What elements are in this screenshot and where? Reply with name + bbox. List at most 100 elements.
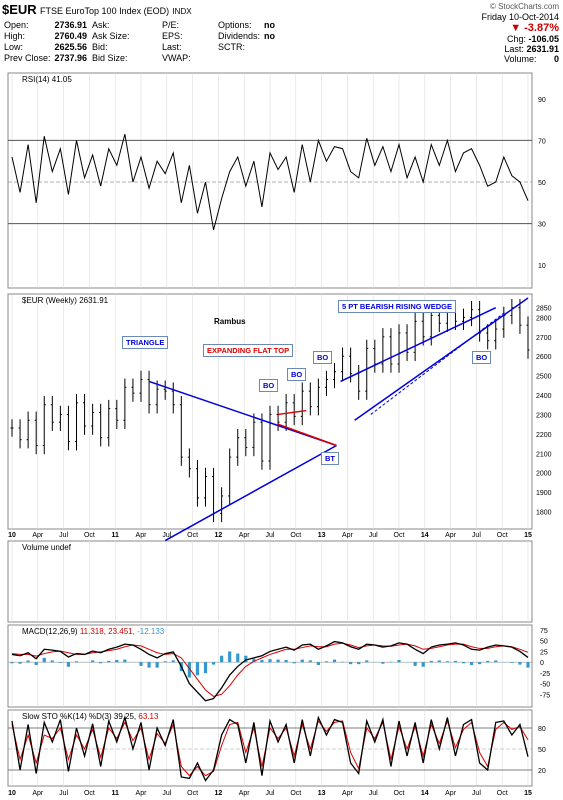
sto-title-label: Slow STO %K(14) %D(3): [22, 712, 112, 721]
flat-top-lower-line: [277, 423, 337, 447]
macd-histogram-bar: [349, 662, 353, 665]
y-tick-label: 2000: [536, 471, 552, 478]
annotation-bo-1: BO: [259, 379, 279, 392]
x-tick-label: Apr: [445, 790, 457, 797]
change-percent: -3.87%: [524, 22, 559, 34]
quote-row: Low: 2625.56: [2, 42, 89, 53]
x-tick-label: 12: [215, 790, 223, 797]
x-tick-label: Jul: [472, 790, 481, 797]
quote-label: Prev Close:: [4, 53, 51, 63]
x-tick-label: Jul: [472, 532, 481, 539]
quote-row: VWAP:: [160, 53, 197, 64]
quote-label: High:: [4, 31, 26, 41]
macd-histogram-bar: [155, 662, 159, 668]
macd-histogram-bar: [284, 660, 288, 663]
quote-label: Dividends:: [218, 31, 261, 41]
volume-label: Volume:: [503, 54, 537, 64]
macd-histogram-bar: [357, 662, 361, 665]
macd-histogram-bar: [486, 660, 490, 663]
y-tick-label: 2400: [536, 393, 552, 400]
wedge-upper-line: [340, 307, 497, 383]
quote-label: P/E:: [162, 20, 180, 30]
x-tick-label: Apr: [342, 790, 354, 797]
last-row: Last: 2631.91: [481, 44, 559, 54]
y-tick-label: 25: [540, 649, 548, 656]
quote-row: Bid:: [90, 42, 136, 53]
x-tick-label: Apr: [445, 532, 457, 539]
chg-label: Chg:: [506, 34, 526, 44]
x-tick-label: 10: [8, 532, 16, 539]
macd-histogram-bar: [139, 662, 143, 666]
y-tick-label: 90: [538, 97, 546, 104]
x-tick-label: 15: [524, 790, 532, 797]
y-tick-label: 2700: [536, 335, 552, 342]
quote-row: SCTR:: [216, 42, 277, 53]
quote-value: 2625.56: [54, 42, 88, 52]
x-tick-label: 11: [111, 790, 119, 797]
x-tick-label: 13: [318, 532, 326, 539]
macd-histogram-bar: [203, 662, 208, 674]
macd-histogram-bar: [316, 662, 320, 666]
quote-row: Open: 2736.91: [2, 20, 89, 31]
y-tick-label: -50: [540, 682, 550, 689]
rsi-line: [11, 134, 529, 230]
quote-label: Bid:: [92, 42, 108, 52]
quote-row: Ask:: [90, 20, 136, 31]
macd-histogram-bar: [437, 660, 441, 663]
x-tick-label: Jul: [162, 790, 171, 797]
quote-value: [262, 42, 277, 53]
macd-histogram-bar: [478, 662, 482, 665]
x-tick-label: Jul: [266, 532, 275, 539]
macd-histogram-bar: [26, 660, 30, 663]
macd-histogram-bar: [50, 660, 54, 663]
down-arrow-icon: ▼: [510, 22, 522, 34]
price-title: $EUR (Weekly) 2631.91: [22, 296, 109, 305]
y-tick-label: 2600: [536, 354, 552, 361]
quote-label: Ask Size:: [92, 31, 130, 41]
x-tick-label: Oct: [394, 790, 405, 797]
quote-label: Ask:: [92, 20, 110, 30]
y-tick-label: 50: [538, 747, 546, 754]
x-tick-label: Oct: [84, 532, 95, 539]
quote-table-mid: Ask: Ask Size: Bid: Bid Size:: [90, 20, 136, 64]
quote-value: [193, 20, 197, 31]
quote-value: [132, 42, 136, 53]
macd-histogram-bar: [220, 655, 224, 663]
macd-histogram-bar: [389, 661, 393, 663]
sto-title-value2: 63.13: [138, 712, 159, 721]
last-value: 2631.91: [526, 44, 559, 54]
macd-histogram-bar: [228, 651, 232, 663]
quote-table-right: Options: no Dividends: no SCTR:: [216, 20, 277, 53]
macd-histogram-bar: [518, 662, 522, 665]
quote-value: no: [264, 31, 276, 41]
change-row: Chg: -106.05: [481, 34, 559, 44]
x-tick-label: Oct: [187, 532, 198, 539]
quote-row: P/E:: [160, 20, 197, 31]
macd-histogram-bar: [171, 660, 175, 663]
quote-table-mid2: P/E: EPS: Last: VWAP:: [160, 20, 197, 64]
quote-value: 2737.96: [54, 53, 88, 63]
quote-table-left: Open: 2736.91 High: 2760.49 Low: 2625.56 Prev …: [2, 20, 89, 64]
y-tick-label: 20: [538, 768, 546, 775]
quote-value: [193, 53, 197, 64]
macd-histogram-bar: [66, 662, 71, 667]
annotation-expanding-flat-top: EXPANDING FLAT TOP: [203, 344, 294, 357]
annotation-bt: BT: [321, 452, 339, 465]
chart-subtitle: Rambus: [214, 317, 246, 326]
x-tick-label: Jul: [369, 532, 378, 539]
macd-histogram-bar: [115, 660, 119, 663]
macd-histogram-bar: [413, 662, 417, 666]
volume-value: 0: [553, 54, 559, 64]
x-tick-label: 10: [8, 790, 16, 797]
x-tick-label: 13: [318, 790, 326, 797]
volume-row: Volume: 0: [481, 54, 559, 64]
triangle-lower-line: [164, 444, 337, 542]
macd-histogram-bar: [268, 659, 272, 663]
macd-histogram-bar: [195, 662, 200, 676]
annotation-bo-4: BO: [472, 351, 492, 364]
macd-histogram-bar: [99, 662, 103, 664]
macd-histogram-bar: [107, 660, 111, 663]
quote-label: Bid Size:: [92, 53, 128, 63]
x-tick-label: Jul: [59, 532, 68, 539]
